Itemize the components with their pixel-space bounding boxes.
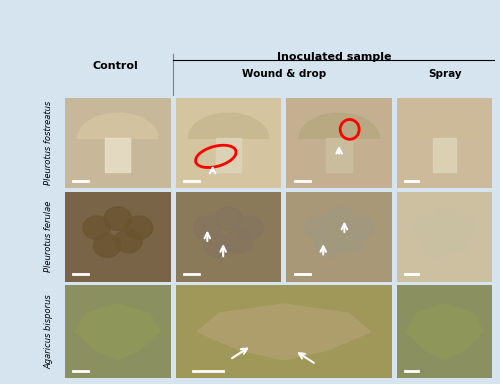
Circle shape (114, 230, 142, 253)
Circle shape (315, 234, 342, 257)
Text: Inoculated sample: Inoculated sample (277, 52, 392, 62)
Text: Agaricus bisporus: Agaricus bisporus (44, 295, 53, 369)
Circle shape (104, 207, 132, 230)
Circle shape (432, 207, 457, 230)
Text: Pleurotus ferulae: Pleurotus ferulae (44, 201, 53, 272)
Circle shape (336, 230, 363, 253)
Polygon shape (198, 304, 370, 360)
Circle shape (422, 234, 448, 257)
Circle shape (346, 216, 374, 239)
Circle shape (204, 234, 232, 257)
Polygon shape (433, 138, 456, 172)
Circle shape (442, 230, 466, 253)
Circle shape (125, 216, 152, 239)
Text: Pleurotus fostreatus: Pleurotus fostreatus (44, 101, 53, 185)
Circle shape (94, 234, 121, 257)
Polygon shape (299, 113, 379, 138)
Text: Wound & drop: Wound & drop (242, 68, 326, 79)
Text: Control: Control (92, 61, 138, 71)
Polygon shape (105, 138, 130, 172)
Circle shape (304, 216, 332, 239)
Polygon shape (326, 138, 352, 172)
Polygon shape (78, 113, 158, 138)
Circle shape (226, 230, 253, 253)
Circle shape (413, 216, 438, 239)
Polygon shape (408, 113, 481, 138)
Circle shape (452, 216, 476, 239)
Polygon shape (188, 113, 268, 138)
Polygon shape (76, 304, 160, 360)
Circle shape (214, 207, 242, 230)
Circle shape (194, 216, 221, 239)
Circle shape (326, 207, 353, 230)
Polygon shape (216, 138, 241, 172)
Polygon shape (406, 304, 483, 360)
Text: Spray: Spray (428, 68, 462, 79)
Circle shape (83, 216, 110, 239)
Circle shape (236, 216, 264, 239)
